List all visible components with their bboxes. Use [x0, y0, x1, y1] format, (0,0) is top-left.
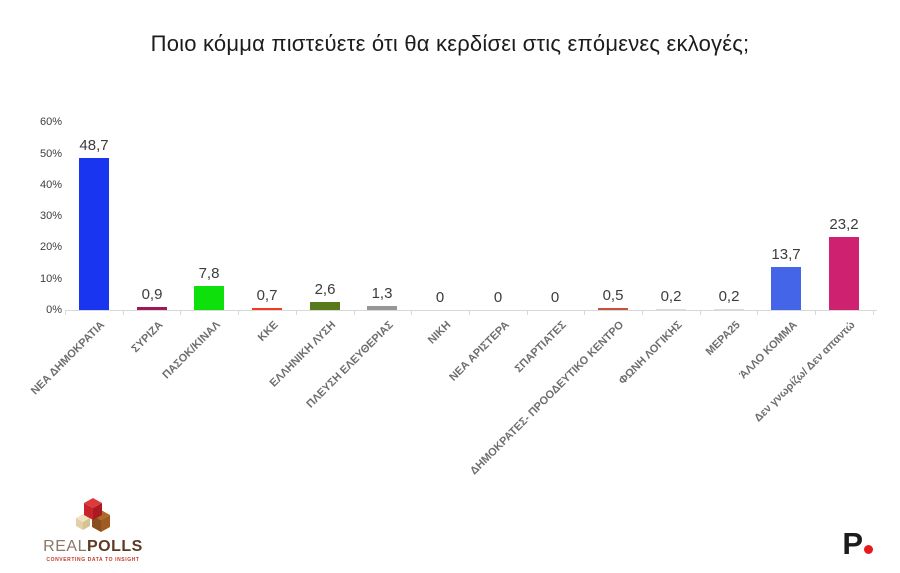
- bar-value-label: 0,9: [141, 286, 163, 303]
- chart-title: Ποιο κόμμα πιστεύετε ότι θα κερδίσει στι…: [150, 31, 750, 56]
- bar-value-label: 0: [435, 289, 445, 306]
- bar-value-label: 0,2: [660, 288, 682, 305]
- bar: [79, 158, 109, 310]
- bar-value-label: 48,7: [79, 137, 109, 154]
- bar: [194, 286, 224, 310]
- bar: [252, 308, 282, 310]
- x-axis-tickmark: [469, 310, 470, 315]
- category-label: ΦΩΝΗ ΛΟΓΙΚΗΣ: [616, 319, 685, 387]
- realpolls-brand-real: REAL: [43, 538, 87, 555]
- bar: [310, 302, 340, 310]
- bar-value-label: 0,7: [256, 287, 278, 304]
- x-axis-tickmark: [642, 310, 643, 315]
- bar: [829, 237, 859, 310]
- y-axis-tick-label: 0%: [46, 304, 62, 316]
- x-axis-tickmark: [123, 310, 124, 315]
- x-axis-tickmark: [527, 310, 528, 315]
- x-axis-tickmark: [65, 310, 66, 315]
- category-label: ΝΙΚΗ: [425, 319, 454, 347]
- publisher-logo: P: [842, 528, 873, 559]
- y-axis-tick-label: 20%: [39, 241, 62, 254]
- category-label: ΆΛΛΟ ΚΟΜΜΑ: [737, 319, 800, 382]
- category-label: Δεν γνωρίζω/ Δεν απαντώ: [752, 319, 858, 425]
- realpolls-brand-polls: POLLS: [86, 538, 143, 555]
- category-label: ΣΠΑΡΤΙΑΤΕΣ: [512, 319, 569, 376]
- bar: [771, 267, 801, 310]
- y-axis-tick-label: 50%: [39, 147, 62, 160]
- y-axis-tick-label: 10%: [39, 272, 62, 285]
- x-axis-tickmark: [354, 310, 355, 315]
- realpolls-tagline: CONVERTING DATA TO INSIGHT: [46, 557, 140, 563]
- category-label: ΣΥΡΙΖΑ: [129, 319, 166, 356]
- x-axis-tickmark: [238, 310, 239, 315]
- bar-value-label: 0,2: [718, 288, 740, 305]
- bar: [598, 308, 628, 310]
- x-axis-tickmark: [411, 310, 412, 315]
- category-label: ΚΚΕ: [255, 319, 281, 344]
- bar-value-label: 1,3: [371, 285, 393, 302]
- bar-value-label: 13,7: [771, 246, 801, 263]
- bar-value-label: 0: [550, 289, 560, 306]
- y-axis-tick-label: 60%: [39, 116, 62, 129]
- realpolls-cubes-icon: [33, 497, 153, 537]
- bar-value-label: 0,5: [602, 287, 624, 304]
- x-axis-tickmark: [757, 310, 758, 315]
- x-axis-tickmark: [180, 310, 181, 315]
- publisher-letter: P: [842, 526, 863, 561]
- realpolls-brand: REALPOLLS: [33, 539, 153, 555]
- bar-value-label: 0: [493, 289, 503, 306]
- x-axis-tickmark: [700, 310, 701, 315]
- bar-value-label: 2,6: [314, 281, 336, 298]
- bar: [656, 309, 686, 310]
- red-dot-icon: [864, 545, 873, 554]
- bar: [714, 309, 744, 310]
- category-label: ΜΕΡΑ25: [703, 319, 743, 359]
- x-axis-tickmark: [815, 310, 816, 315]
- bar-value-label: 7,8: [198, 265, 220, 282]
- x-axis-tickmark: [296, 310, 297, 315]
- y-axis-tick-label: 40%: [39, 178, 62, 191]
- bar-value-label: 23,2: [829, 216, 859, 233]
- bar: [367, 306, 397, 310]
- x-axis-tickmark: [873, 310, 874, 315]
- category-label: ΝΕΑ ΑΡΙΣΤΕΡΑ: [446, 319, 512, 384]
- category-label: ΝΕΑ ΔΗΜΟΚΡΑΤΙΑ: [29, 319, 108, 398]
- y-axis-tick-label: 30%: [39, 210, 62, 223]
- realpolls-logo: REALPOLLS CONVERTING DATA TO INSIGHT: [33, 497, 153, 563]
- bar: [137, 307, 167, 310]
- category-label: ΠΑΣΟΚ/ΚΙΝΑΛ: [160, 319, 223, 382]
- x-axis-line: [65, 310, 877, 311]
- x-axis-tickmark: [584, 310, 585, 315]
